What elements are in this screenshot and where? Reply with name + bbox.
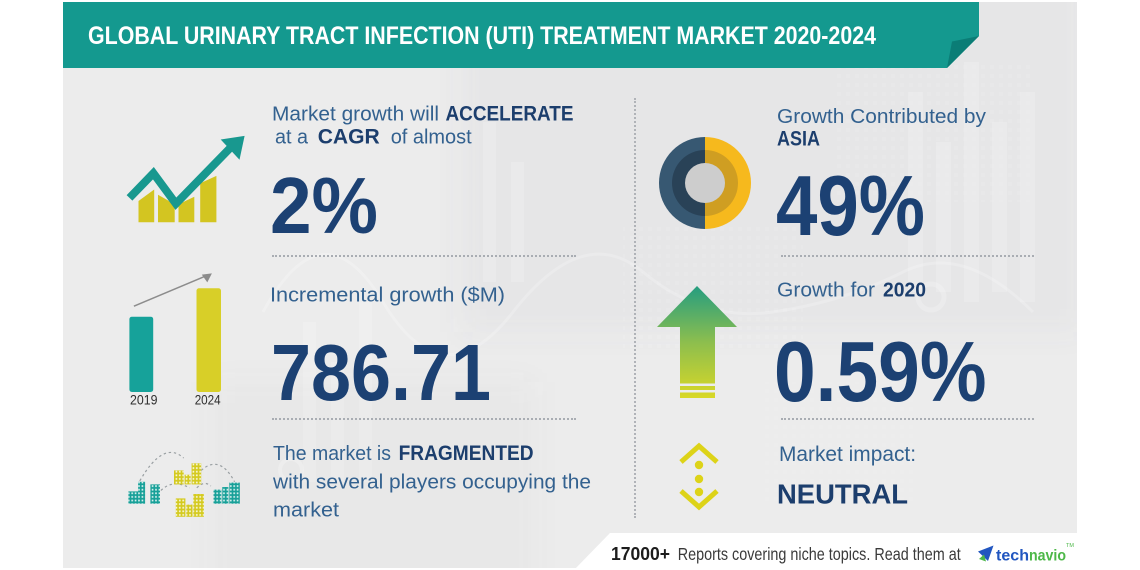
- svg-text:ACCELERATE: ACCELERATE: [446, 101, 574, 125]
- svg-text:of almost: of almost: [391, 125, 472, 148]
- svg-text:2020: 2020: [883, 279, 926, 302]
- svg-text:786.71: 786.71: [271, 328, 491, 417]
- svg-text:17000+: 17000+: [611, 544, 670, 564]
- svg-text:at a: at a: [275, 125, 309, 148]
- svg-text:tech: tech: [996, 548, 1029, 565]
- svg-text:The market is: The market is: [273, 442, 391, 465]
- svg-text:CAGR: CAGR: [318, 124, 380, 148]
- svg-text:GLOBAL URINARY TRACT INFECTION: GLOBAL URINARY TRACT INFECTION (UTI) TRE…: [88, 22, 876, 50]
- svg-text:Growth Contributed by: Growth Contributed by: [777, 105, 987, 128]
- svg-text:0.59%: 0.59%: [774, 325, 987, 420]
- svg-text:NEUTRAL: NEUTRAL: [777, 479, 908, 510]
- svg-text:market: market: [273, 499, 339, 522]
- svg-text:Growth for: Growth for: [777, 279, 875, 302]
- svg-text:ASIA: ASIA: [777, 128, 820, 151]
- svg-text:2%: 2%: [270, 161, 378, 250]
- svg-text:FRAGMENTED: FRAGMENTED: [399, 441, 534, 465]
- svg-text:TM: TM: [1066, 543, 1074, 549]
- svg-text:with several players occupying: with several players occupying the: [272, 471, 591, 494]
- svg-text:2024: 2024: [195, 392, 221, 408]
- svg-text:navio: navio: [1029, 548, 1066, 565]
- svg-text:Reports covering niche topics.: Reports covering niche topics. Read them…: [678, 544, 961, 564]
- svg-text:Market impact:: Market impact:: [779, 443, 916, 466]
- svg-text:Market growth will: Market growth will: [272, 102, 439, 125]
- svg-text:49%: 49%: [776, 159, 925, 254]
- svg-text:2019: 2019: [130, 392, 158, 408]
- svg-text:Incremental growth ($M): Incremental growth ($M): [270, 284, 505, 307]
